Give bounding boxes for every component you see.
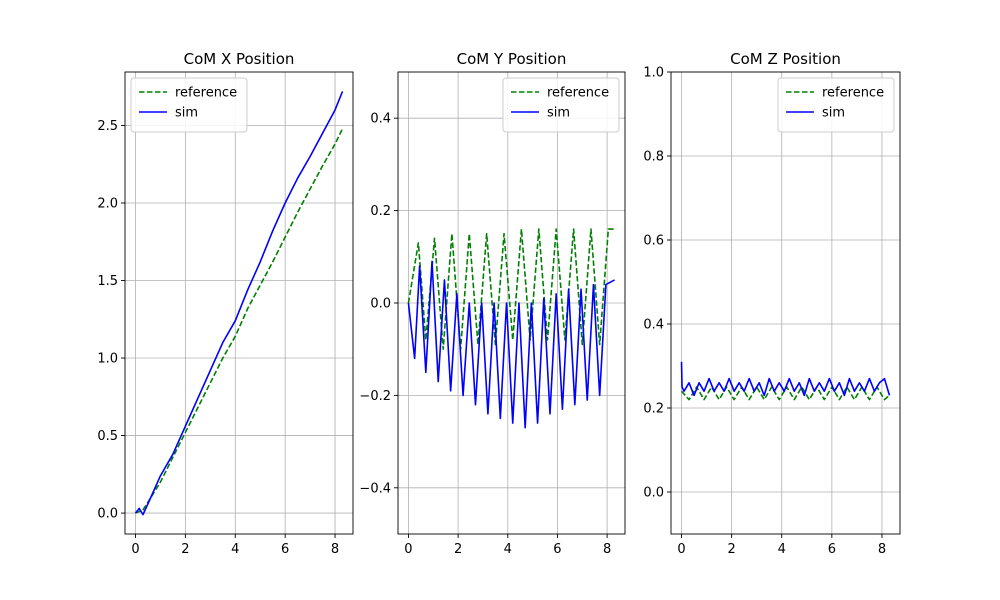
legend-label-reference: reference bbox=[822, 86, 884, 101]
axes-frame bbox=[670, 71, 901, 535]
subplot-2: 0 2 4 6 8 −0.4 −0.2 0.0 0.2 0.4 CoM Y Position refe… bbox=[359, 50, 626, 557]
chart-title: CoM Z Position bbox=[730, 50, 841, 68]
x-tick-label-3: 6 bbox=[553, 542, 561, 557]
y-tick-label-1: 0.5 bbox=[97, 429, 118, 444]
legend-label-reference: reference bbox=[175, 86, 237, 101]
y-tick-label-4: 0.4 bbox=[370, 112, 391, 127]
legend: reference sim bbox=[130, 77, 248, 133]
x-tick-label-0: 0 bbox=[131, 542, 139, 557]
series-line-sim bbox=[680, 361, 891, 397]
x-tick-label-4: 8 bbox=[603, 542, 611, 557]
y-tick-label-4: 0.8 bbox=[643, 150, 664, 165]
chart-title: CoM Y Position bbox=[457, 50, 567, 68]
series-line-reference bbox=[407, 228, 615, 351]
y-tick-label-5: 1.0 bbox=[643, 66, 664, 81]
x-tick-label-2: 4 bbox=[504, 542, 512, 557]
legend-label-sim: sim bbox=[547, 106, 570, 121]
x-tick-label-3: 6 bbox=[828, 542, 836, 557]
x-tick-label-3: 6 bbox=[281, 542, 289, 557]
x-tick-label-1: 2 bbox=[727, 542, 735, 557]
x-tick-label-2: 4 bbox=[778, 542, 786, 557]
x-tick-label-2: 4 bbox=[231, 542, 239, 557]
y-tick-label-2: 0.0 bbox=[370, 297, 391, 312]
y-tick-label-2: 1.0 bbox=[97, 352, 118, 367]
subplot-3: 0 2 4 6 8 0.0 0.2 0.4 0.6 0.8 1.0 CoM Z Position ref… bbox=[643, 50, 901, 557]
legend-label-reference: reference bbox=[547, 86, 609, 101]
y-tick-label-2: 0.4 bbox=[643, 318, 664, 333]
y-tick-label-5: 2.5 bbox=[97, 119, 118, 134]
y-tick-label-1: −0.2 bbox=[359, 389, 391, 404]
y-tick-label-0: 0.0 bbox=[97, 507, 118, 522]
legend: reference sim bbox=[777, 77, 895, 133]
y-tick-label-1: 0.2 bbox=[643, 402, 664, 417]
y-tick-label-4: 2.0 bbox=[97, 197, 118, 212]
axes-frame bbox=[124, 71, 354, 535]
y-tick-label-3: 1.5 bbox=[97, 274, 118, 289]
x-tick-label-1: 2 bbox=[181, 542, 189, 557]
chart-title: CoM X Position bbox=[184, 50, 295, 68]
legend-label-sim: sim bbox=[822, 106, 845, 121]
x-tick-label-0: 0 bbox=[404, 542, 412, 557]
series-line-sim bbox=[134, 91, 344, 516]
legend-label-sim: sim bbox=[175, 106, 198, 121]
y-tick-label-3: 0.2 bbox=[370, 204, 391, 219]
y-tick-label-0: −0.4 bbox=[359, 481, 391, 496]
series-line-sim bbox=[407, 260, 615, 429]
y-tick-label-0: 0.0 bbox=[643, 486, 664, 501]
legend: reference sim bbox=[502, 77, 620, 133]
x-tick-label-0: 0 bbox=[677, 542, 685, 557]
x-tick-label-4: 8 bbox=[331, 542, 339, 557]
subplot-1: 0 2 4 6 8 0.0 0.5 1.0 1.5 2.0 2.5 CoM X Position ref… bbox=[97, 50, 354, 557]
x-tick-label-1: 2 bbox=[454, 542, 462, 557]
x-tick-label-4: 8 bbox=[878, 542, 886, 557]
series-line-reference bbox=[135, 128, 344, 514]
y-tick-label-3: 0.6 bbox=[643, 234, 664, 249]
